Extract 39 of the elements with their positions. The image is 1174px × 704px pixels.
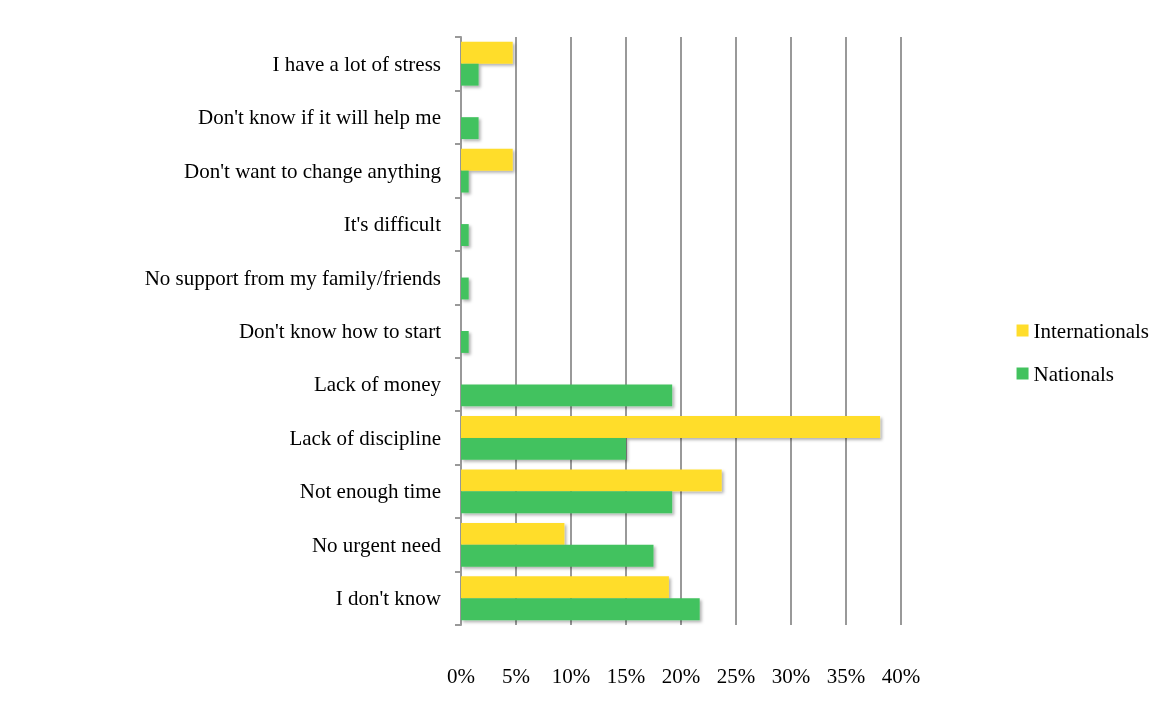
y-tick-label: Not enough time — [299, 479, 441, 504]
y-tick-label: Lack of discipline — [289, 425, 441, 450]
x-tick-label: 35% — [826, 663, 866, 688]
x-tick-label: 15% — [606, 663, 646, 688]
y-tick-label: It's difficult — [343, 212, 442, 237]
y-tick-label: Don't know if it will help me — [198, 105, 441, 130]
x-tick-label: 30% — [771, 663, 811, 688]
x-tick-label: 5% — [502, 663, 530, 688]
bar — [461, 63, 479, 86]
bar — [461, 224, 469, 247]
bar — [461, 331, 469, 353]
bar — [461, 576, 669, 599]
legend-label: Nationals — [1033, 361, 1115, 386]
bar — [461, 437, 626, 460]
y-tick-label: Don't know how to start — [238, 319, 442, 343]
y-tick-label: Don't want to change anything — [184, 158, 442, 183]
x-tick-label: 0% — [447, 663, 475, 688]
bar — [461, 522, 565, 545]
bar — [461, 117, 479, 140]
bar — [461, 544, 654, 567]
x-tick-label: 20% — [661, 663, 701, 688]
bar — [461, 415, 881, 438]
legend-label: Internationals — [1033, 318, 1150, 343]
x-tick-label: 10% — [551, 663, 591, 688]
bar — [461, 277, 469, 300]
y-tick-label: No urgent need — [311, 532, 442, 557]
y-tick-label: Lack of money — [313, 372, 442, 397]
x-tick-label: 25% — [716, 663, 756, 688]
y-tick-label: No support from my family/friends — [144, 265, 441, 290]
bar — [461, 491, 673, 514]
bar — [461, 384, 673, 407]
bar — [461, 41, 513, 64]
y-tick-label: I don't know — [335, 586, 442, 611]
x-tick-label: 40% — [881, 663, 921, 688]
bar — [461, 148, 513, 171]
bar — [461, 170, 469, 193]
bar — [461, 598, 700, 621]
y-tick-label: I have a lot of stress — [272, 51, 441, 76]
bar — [461, 469, 722, 492]
